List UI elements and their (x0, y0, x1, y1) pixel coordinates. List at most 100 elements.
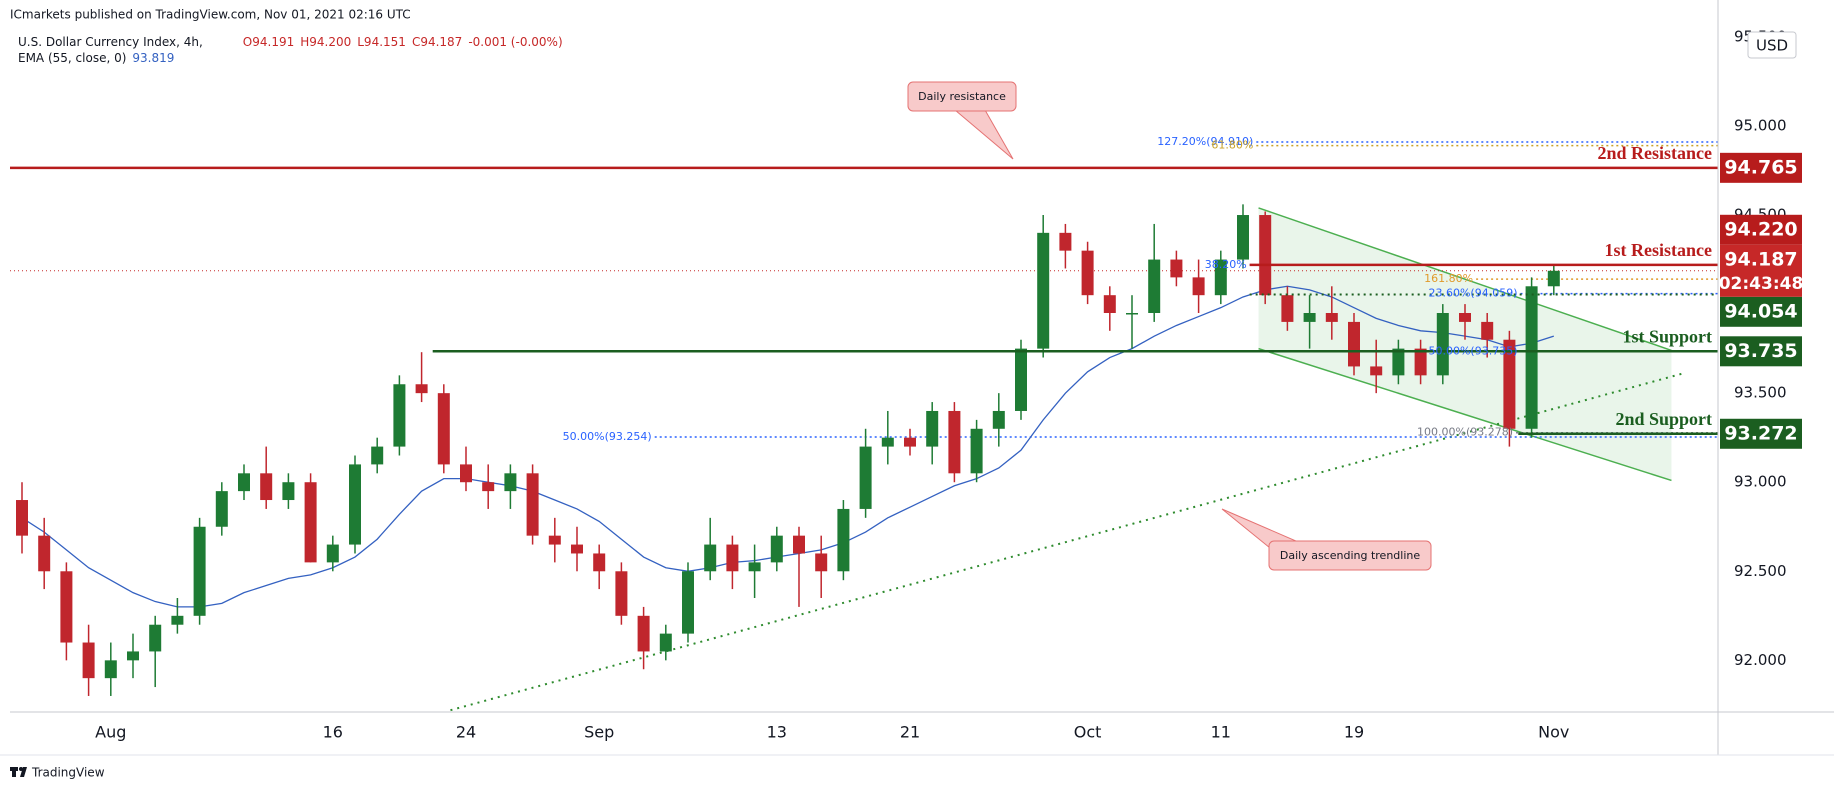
candle-body (815, 553, 828, 572)
candle-body (837, 508, 850, 572)
ohlc-value: -0.001 (-0.00%) (468, 35, 562, 49)
candle-body (682, 571, 694, 634)
y-tick-label: 92.500 (1734, 562, 1787, 580)
candle-body (504, 473, 517, 492)
candle-body (1103, 295, 1116, 313)
ema-header: EMA (55, close, 0) 93.819 (18, 51, 174, 65)
candle-body (393, 384, 406, 447)
candle-body (326, 544, 339, 563)
candle-body (215, 491, 228, 527)
ema-name: EMA (55, close, 0) (18, 51, 126, 65)
fib-label: 161.80% (1424, 272, 1473, 285)
attribution: ICmarkets published on TradingView.com, … (10, 8, 411, 22)
candle-body (482, 482, 495, 492)
fib-label: 23.60%(94.059) (1428, 287, 1517, 300)
y-tick-label: 93.500 (1734, 384, 1787, 402)
candle-body (1459, 313, 1471, 322)
ema-line (21, 285, 1554, 608)
callout-trendline: Daily ascending trendline (1221, 508, 1432, 571)
level-name: 2nd Resistance (1597, 143, 1712, 163)
fib-label: 50.00%(93.735) (1428, 344, 1517, 357)
candle-body (970, 428, 983, 474)
candle-body (460, 464, 472, 483)
candle-body (1237, 215, 1249, 260)
candle-body (793, 535, 805, 554)
candle-body (1503, 339, 1516, 429)
symbol-header: U.S. Dollar Currency Index, 4h, O94.191 H9… (18, 35, 563, 49)
x-tick-label: 24 (456, 723, 476, 742)
candle-body (1281, 295, 1294, 322)
candle-body (948, 410, 961, 474)
price-label-box (1720, 244, 1802, 297)
candle-body (437, 393, 450, 465)
candle-body (1481, 321, 1494, 340)
candle-body (659, 633, 672, 652)
level-name: 2nd Support (1615, 409, 1712, 429)
footer-text: TradingView (31, 766, 105, 780)
candle-body (593, 553, 606, 572)
candle-body (571, 544, 583, 554)
symbol: U.S. Dollar Currency Index, 4h, (18, 35, 203, 49)
channel-lower (1258, 347, 1672, 482)
channel-upper (1258, 207, 1672, 352)
x-tick-label: Nov (1538, 723, 1569, 742)
candle-body (82, 642, 95, 679)
candle-body (926, 410, 939, 447)
candle-body (1170, 259, 1183, 278)
candle-body (1081, 250, 1094, 296)
candle-body (1436, 313, 1449, 376)
candle-body (881, 437, 894, 447)
candle-body (748, 562, 761, 572)
price-label: 94.187 (1724, 248, 1797, 270)
ohlc-value: H94.200 (300, 35, 351, 49)
candle-body (238, 473, 250, 492)
candle-body (1303, 313, 1316, 322)
candle-body (615, 571, 628, 616)
price-label: 93.735 (1724, 340, 1797, 362)
callout-text: Daily ascending trendline (1280, 549, 1420, 562)
currency: USD (1756, 37, 1788, 55)
candle-body (1392, 348, 1405, 376)
candle-body (1214, 259, 1227, 296)
candle-body (1325, 313, 1338, 322)
x-tick-label: Aug (95, 723, 126, 742)
candle-body (1059, 232, 1072, 251)
candle-body (1414, 348, 1427, 376)
price-label-box (1720, 418, 1802, 449)
candle-body (171, 615, 184, 625)
candle-body (526, 473, 539, 536)
candle-body (282, 482, 295, 501)
candle-body (637, 615, 650, 652)
candle-body (1370, 366, 1383, 376)
candle-body (304, 482, 317, 563)
callout-daily-resistance: Daily resistance (907, 81, 1017, 160)
candle-body (104, 660, 117, 679)
candle-body (16, 500, 28, 536)
candle-body (38, 535, 51, 572)
plot-area (10, 141, 1718, 712)
candle-body (1148, 259, 1161, 313)
level-name: 1st Support (1622, 326, 1712, 346)
candle-body (193, 526, 206, 616)
candle-body (992, 410, 1005, 429)
candle-body (548, 535, 561, 545)
candle-body (859, 446, 872, 509)
candle-body (770, 535, 783, 563)
y-tick-label: 92.000 (1734, 651, 1787, 669)
price-label: 93.272 (1724, 422, 1797, 444)
candle-body (1015, 348, 1027, 411)
candle-body (904, 437, 916, 447)
x-tick-label: 13 (767, 723, 787, 742)
callout-box (907, 81, 1017, 112)
currency-box (1747, 31, 1797, 59)
candle-body (1192, 277, 1205, 296)
x-tick-label: 16 (323, 723, 343, 742)
y-tick-label: 93.000 (1734, 473, 1787, 491)
ohlc-value: C94.187 (412, 35, 462, 49)
ohlc-value: L94.151 (357, 35, 406, 49)
x-tick-label: 19 (1344, 723, 1364, 742)
price-label: 94.765 (1724, 156, 1797, 178)
fib-label: 61.80% (1211, 139, 1253, 152)
fib-label: 38.20% (1205, 258, 1247, 271)
